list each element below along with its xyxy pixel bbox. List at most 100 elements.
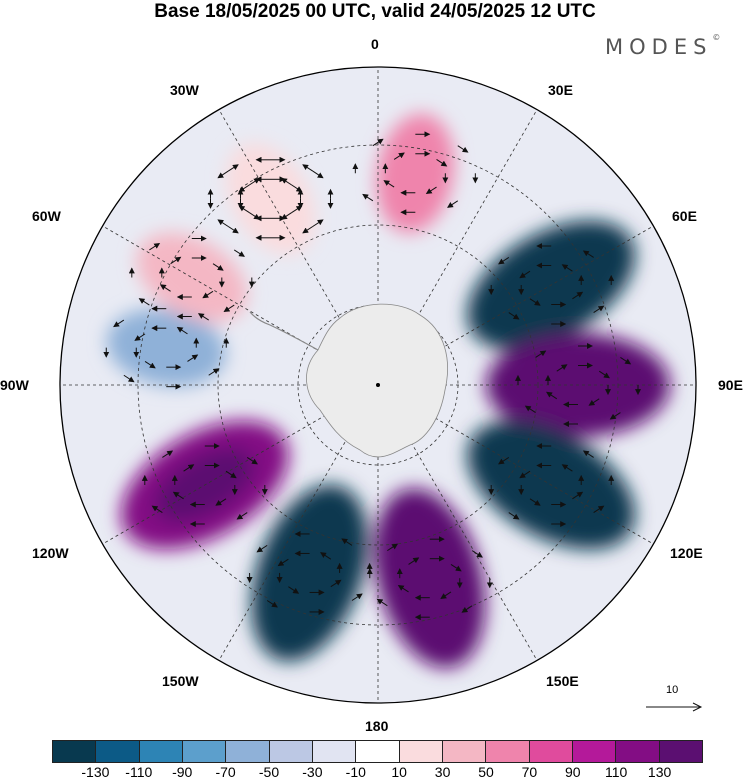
lon-label-60e: 60E bbox=[672, 208, 697, 224]
meridian-line bbox=[377, 109, 538, 386]
wind-vector bbox=[598, 370, 610, 379]
antarctic-peninsula bbox=[249, 311, 319, 351]
wind-vector bbox=[123, 374, 135, 383]
brand-logo: MODES© bbox=[605, 33, 720, 59]
wind-vector bbox=[376, 598, 388, 607]
wind-vector bbox=[291, 184, 303, 192]
wind-vector bbox=[620, 357, 632, 365]
lon-label-60w: 60W bbox=[32, 208, 61, 224]
wind-vector bbox=[508, 512, 520, 520]
colorbar-label: 30 bbox=[434, 764, 451, 780]
wind-vector bbox=[498, 257, 510, 265]
wind-vector bbox=[471, 550, 483, 558]
colorbar-label: -90 bbox=[172, 764, 193, 780]
wind-vector bbox=[233, 249, 245, 257]
wind-vector bbox=[519, 470, 531, 479]
wind-vector bbox=[312, 219, 324, 227]
wind-vector bbox=[440, 591, 452, 599]
colorbar-label: -110 bbox=[125, 764, 153, 780]
colorbar-label: 130 bbox=[647, 764, 672, 780]
colorbar-swatch bbox=[269, 741, 313, 762]
antarctica-landmass bbox=[306, 303, 448, 458]
lon-label-90w: 90W bbox=[0, 377, 29, 393]
colorbar-label: 110 bbox=[605, 764, 628, 780]
wind-vector bbox=[320, 552, 332, 560]
colorbar-label: -130 bbox=[81, 764, 110, 780]
wind-vector bbox=[609, 412, 621, 420]
wind-vector bbox=[572, 491, 584, 500]
colorbar-label: -10 bbox=[345, 764, 366, 780]
positive-anomaly-10e bbox=[376, 113, 455, 233]
wind-vector bbox=[529, 298, 541, 306]
wind-vector bbox=[556, 364, 568, 372]
wind-vector bbox=[238, 205, 250, 214]
meridian-line bbox=[377, 384, 654, 545]
wind-vector bbox=[546, 391, 558, 400]
lon-label-150w: 150W bbox=[162, 673, 199, 689]
wind-vector bbox=[256, 544, 268, 553]
wind-vector bbox=[436, 159, 448, 167]
lon-label-90e: 90E bbox=[718, 377, 743, 393]
wind-vector bbox=[593, 505, 605, 513]
wind-vector bbox=[498, 457, 510, 465]
brand-name: MODES bbox=[605, 35, 713, 59]
map-disc bbox=[60, 67, 696, 703]
wind-vector bbox=[561, 464, 573, 472]
wind-vector bbox=[202, 290, 214, 299]
wind-vector bbox=[149, 242, 161, 251]
wind-vector bbox=[246, 457, 258, 465]
wind-vector bbox=[450, 563, 462, 572]
reference-vector-label: 10 bbox=[666, 684, 679, 696]
lon-label-150e: 150E bbox=[546, 673, 579, 689]
reference-vector-arrow bbox=[646, 702, 703, 712]
wind-vector bbox=[330, 579, 342, 588]
lon-label-30e: 30E bbox=[548, 82, 573, 98]
wind-vector bbox=[302, 225, 314, 234]
latitude-circle bbox=[217, 224, 539, 546]
colorbar-swatch bbox=[356, 741, 400, 762]
wind-vector bbox=[172, 491, 184, 500]
wind-vector bbox=[176, 326, 188, 335]
wind-vector bbox=[387, 543, 399, 552]
lon-label-180: 180 bbox=[365, 718, 389, 734]
wind-vector bbox=[362, 193, 374, 202]
wind-vector bbox=[529, 498, 541, 506]
wind-vector bbox=[593, 305, 605, 313]
meridian-line bbox=[377, 225, 654, 386]
wind-vectors bbox=[103, 131, 641, 621]
wind-vector bbox=[302, 164, 314, 172]
wind-vector bbox=[582, 450, 594, 458]
wind-vector bbox=[162, 450, 174, 458]
wind-vector bbox=[183, 464, 195, 472]
wind-vector bbox=[425, 186, 437, 195]
colorbar-swatch bbox=[529, 741, 573, 762]
colorbar-swatch bbox=[659, 741, 702, 762]
wind-vector bbox=[508, 312, 520, 320]
wind-vector bbox=[280, 212, 292, 220]
colorbar-swatch bbox=[139, 741, 183, 762]
map-center-marker bbox=[376, 383, 380, 387]
wind-vector bbox=[217, 170, 229, 179]
positive-anomaly-core bbox=[399, 524, 461, 632]
wind-vector bbox=[227, 225, 239, 234]
wind-vector bbox=[236, 512, 248, 520]
wind-vector bbox=[372, 138, 384, 147]
colorbar-swatch bbox=[486, 741, 530, 762]
wind-vector bbox=[134, 333, 146, 341]
lon-label-30w: 30W bbox=[170, 82, 199, 98]
wind-vector bbox=[170, 256, 182, 265]
wind-vector bbox=[266, 600, 278, 608]
lon-label-120w: 120W bbox=[32, 545, 69, 561]
colorbar-swatch bbox=[616, 741, 660, 762]
colorbar-label: -50 bbox=[258, 764, 280, 780]
wind-vector bbox=[312, 170, 324, 179]
wind-vector bbox=[277, 558, 289, 567]
wind-vector bbox=[408, 557, 420, 565]
colorbar-swatch bbox=[182, 741, 227, 762]
wind-vector bbox=[582, 250, 594, 258]
wind-vector bbox=[159, 284, 171, 292]
colorbar bbox=[52, 740, 703, 763]
wind-vector bbox=[447, 200, 459, 208]
wind-vector bbox=[144, 361, 156, 369]
map-frame bbox=[59, 66, 697, 704]
